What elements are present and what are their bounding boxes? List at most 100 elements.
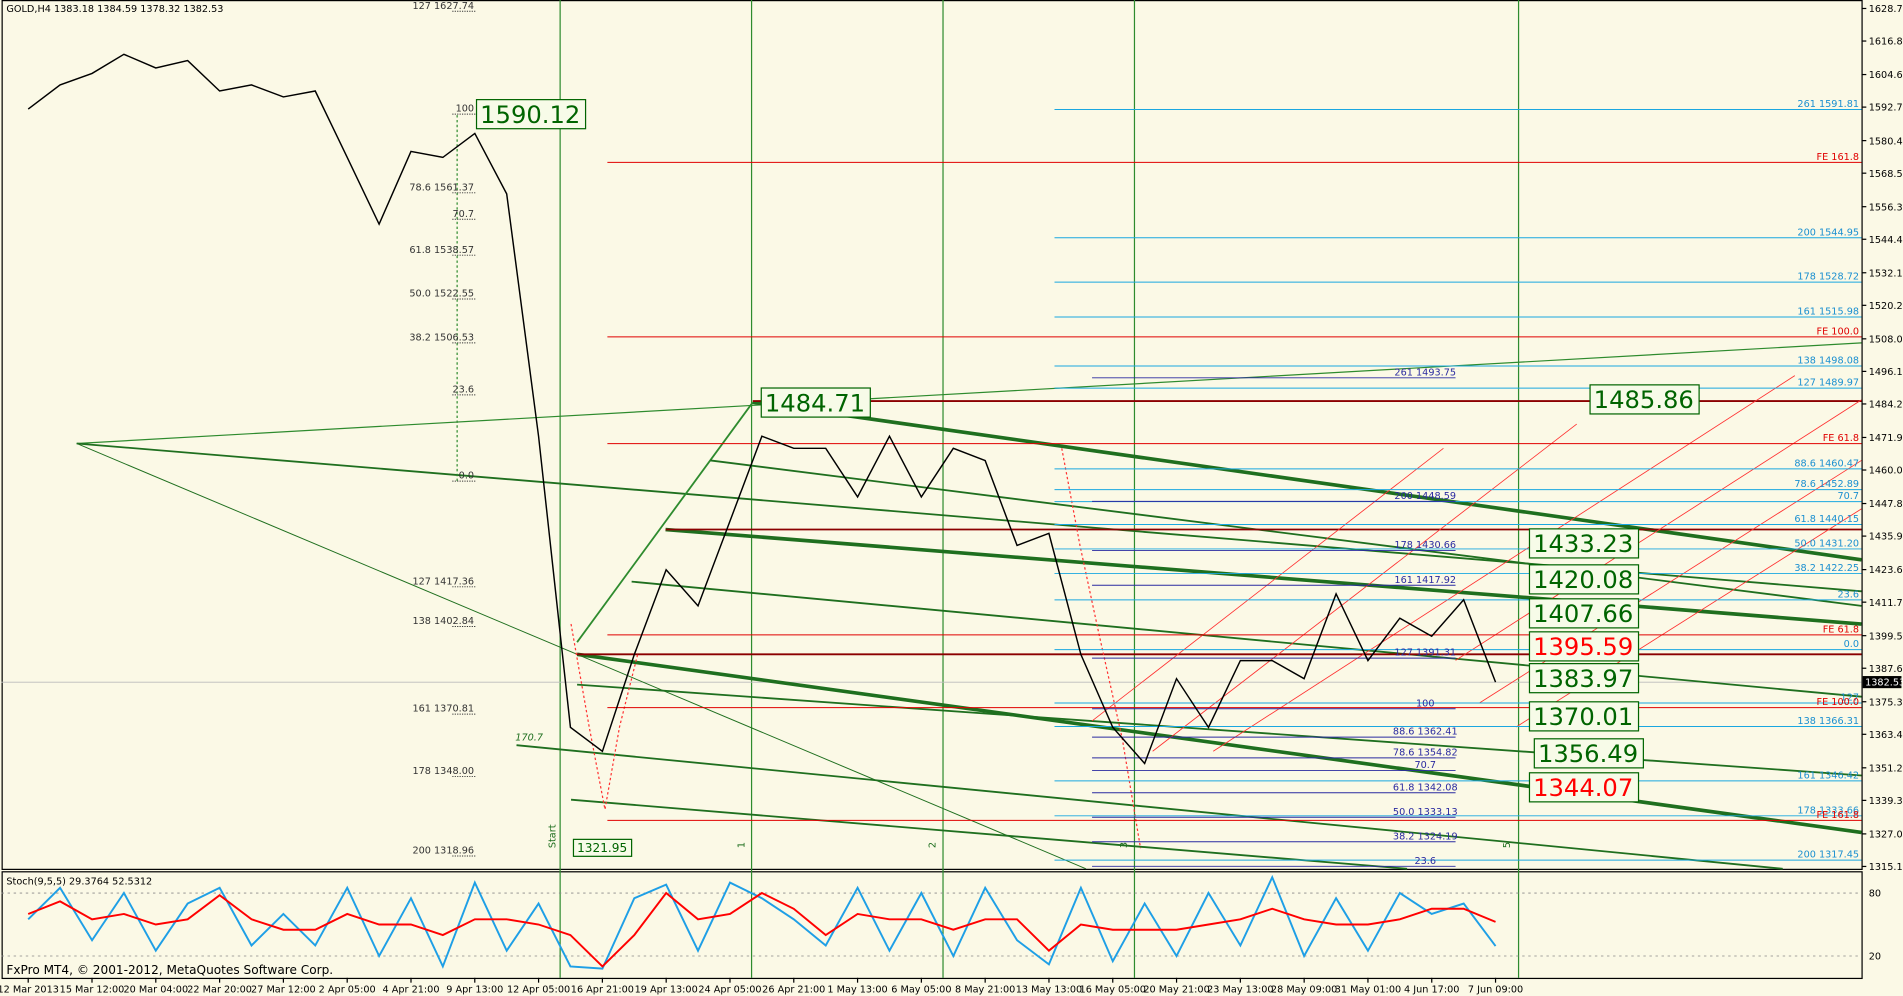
- trendline: [1479, 460, 1862, 704]
- fib-label: 61.8 1440.15: [1794, 514, 1859, 525]
- fib-label: 23.6: [1414, 856, 1436, 867]
- x-tick-label: 27 Mar 12:00: [251, 984, 316, 995]
- x-tick-label: 2 Apr 05:00: [319, 984, 376, 995]
- marker-label: Start: [547, 824, 558, 848]
- fib-label: FE 61.8: [1823, 624, 1859, 635]
- fib-label: 161 1417.92: [1394, 575, 1456, 586]
- stoch-title: Stoch(9,5,5) 29.3764 52.5312: [6, 877, 152, 888]
- fib-label: 78.6 1561.37: [409, 182, 474, 193]
- fib-label: 88.6 1362.41: [1393, 727, 1458, 738]
- trendline: [576, 652, 1862, 835]
- price-box-label: 1590.12: [480, 101, 580, 129]
- trendline: [710, 459, 1862, 607]
- price-box: [475, 99, 587, 130]
- price-box-label: 1484.71: [765, 389, 865, 417]
- fib-label: 138 1366.31: [1797, 716, 1859, 727]
- fib-label: 161 1370.81: [412, 704, 474, 715]
- price-box: [1533, 738, 1644, 769]
- price-box: [1528, 772, 1640, 803]
- fib-label: 178 1348.00: [412, 766, 474, 777]
- fib-label: FE 100.0: [1817, 697, 1860, 708]
- fib-label: 61.8 1538.57: [409, 245, 474, 256]
- marker-label: 2: [928, 842, 939, 848]
- trendline: [752, 400, 1862, 562]
- fib-label: 138 1498.08: [1797, 356, 1859, 367]
- fib-label: 88.6 1460.47: [1794, 458, 1859, 469]
- marker-label: 5: [1502, 842, 1513, 848]
- trendline: [570, 623, 639, 810]
- x-tick-label: 6 May 05:00: [891, 984, 951, 995]
- x-tick-label: 9 Apr 13:00: [446, 984, 503, 995]
- price-box-label: 1344.07: [1533, 774, 1633, 802]
- fib-label: 38.2 1506.53: [409, 332, 474, 343]
- price-box-label: 1356.49: [1538, 740, 1638, 768]
- y-tick-label: 1315.15: [1869, 862, 1903, 873]
- fib-label: 78.6 1354.82: [1393, 747, 1458, 758]
- price-box-label: 1321.95: [577, 841, 627, 855]
- fib-label: 100: [1416, 698, 1435, 709]
- fib-label: 200 1448.59: [1394, 491, 1456, 502]
- fib-label: 100: [456, 104, 475, 115]
- chart-title: GOLD,H4 1383.18 1384.59 1378.32 1382.53: [6, 4, 223, 15]
- trendline: [1091, 447, 1444, 722]
- trendline: [577, 683, 1862, 777]
- x-tick-label: 20 May 21:00: [1143, 984, 1209, 995]
- price-box: [572, 838, 633, 857]
- trendline: [665, 527, 1862, 626]
- marker-label: 3: [1119, 842, 1130, 848]
- fib-label: 50.0 1522.55: [409, 289, 474, 300]
- fib-label: 78.6 1452.89: [1794, 479, 1859, 490]
- y-tick-label: 1616.85: [1869, 37, 1903, 48]
- trendline: [76, 342, 1862, 445]
- marker-label: 170.7: [515, 732, 544, 743]
- price-box: [1528, 528, 1640, 559]
- price-box-label: 1485.86: [1594, 386, 1694, 414]
- y-tick-label: 1556.30: [1869, 202, 1903, 213]
- y-tick-label: 1580.45: [1869, 136, 1903, 147]
- fib-label: 200 1544.95: [1797, 227, 1859, 238]
- last-price-box: [1862, 676, 1902, 689]
- fib-label: 127 1391.31: [1394, 648, 1456, 659]
- y-tick-label: 80: [1869, 889, 1881, 900]
- price-box: [1528, 701, 1640, 732]
- main-pane-border: [1, 0, 1863, 870]
- y-tick-label: 1411.75: [1869, 598, 1903, 609]
- x-tick-label: 12 Mar 2013: [0, 984, 59, 995]
- x-tick-label: 13 May 13:00: [1016, 984, 1082, 995]
- trendline: [576, 401, 754, 643]
- y-tick-label: 1532.15: [1869, 268, 1903, 279]
- y-tick-label: 1423.65: [1869, 565, 1903, 576]
- y-tick-label: 1508.00: [1869, 334, 1903, 345]
- y-tick-label: 1399.50: [1869, 631, 1903, 642]
- marker-label: 1: [736, 842, 747, 848]
- x-tick-label: 24 Apr 05:00: [698, 984, 761, 995]
- fib-label: 161 1515.98: [1797, 307, 1859, 318]
- trendlines: [76, 115, 1862, 870]
- x-tick-label: 4 Jun 17:00: [1404, 984, 1459, 995]
- fib-label: FE 61.8: [1823, 433, 1859, 444]
- y-tick-label: 1375.35: [1869, 697, 1903, 708]
- fib-label: FE 161.8: [1817, 152, 1860, 163]
- fib-label: 127 1417.36: [412, 576, 474, 587]
- fib-label: 70.7: [453, 209, 475, 220]
- fib-label: 127: [1841, 693, 1860, 704]
- stoch-pane-border: [1, 871, 1863, 980]
- x-tick-label: 28 May 09:00: [1271, 984, 1337, 995]
- x-tick-label: 19 Apr 13:00: [635, 984, 698, 995]
- fib-label: 70.7: [1837, 491, 1859, 502]
- fib-label: 138 1402.84: [412, 616, 474, 627]
- footer: FxPro MT4, © 2001-2012, MetaQuotes Softw…: [6, 963, 333, 977]
- price-box-label: 1370.01: [1533, 703, 1633, 731]
- y-tick-label: 1628.75: [1869, 4, 1903, 15]
- y-tick-label: 1604.60: [1869, 70, 1903, 81]
- x-tick-label: 4 Apr 21:00: [382, 984, 439, 995]
- y-tick-label: 1496.10: [1869, 367, 1903, 378]
- fib-label: FE 161.8: [1817, 810, 1860, 821]
- price-box-label: 1383.97: [1533, 665, 1633, 693]
- price-box: [1528, 631, 1640, 662]
- trendline: [631, 580, 1862, 698]
- price-box: [1528, 564, 1640, 595]
- fib-label: 0.0: [459, 471, 474, 482]
- fib-label: 61.8 1342.08: [1393, 782, 1458, 793]
